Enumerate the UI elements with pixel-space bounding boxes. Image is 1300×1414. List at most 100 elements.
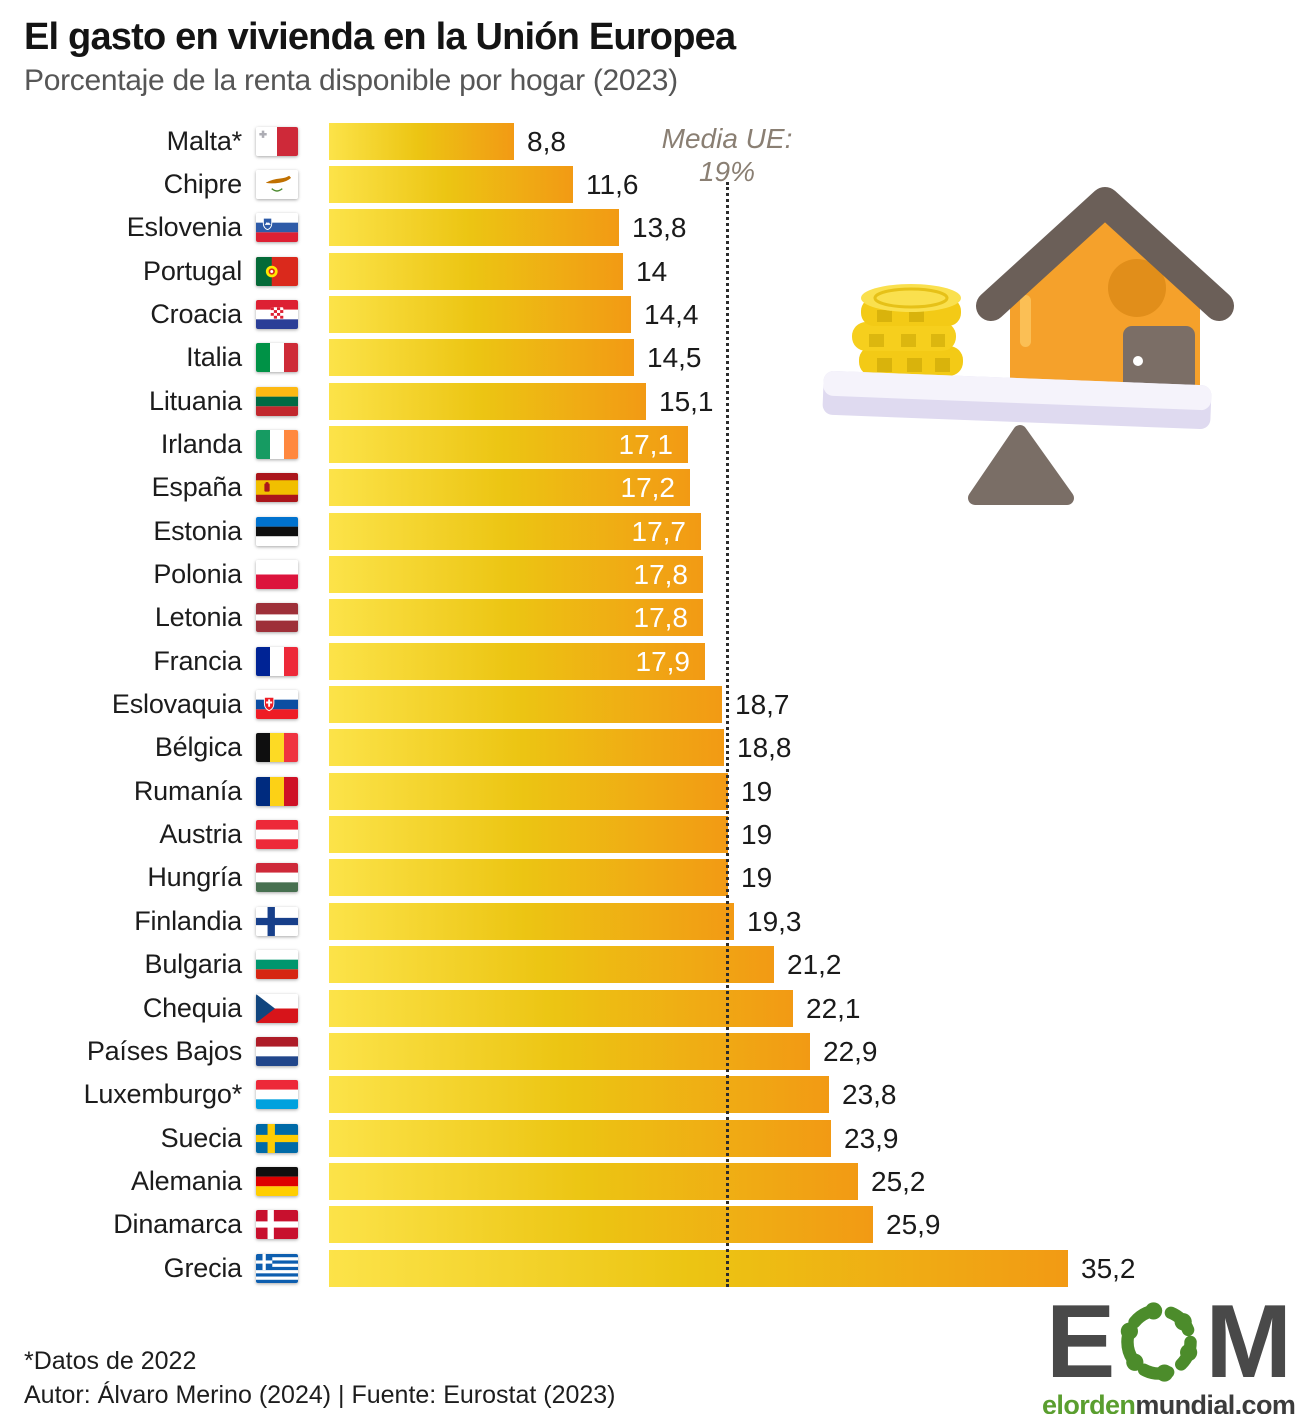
footnote-credit: Autor: Álvaro Merino (2024) | Fuente: Eu… [24, 1381, 616, 1409]
value-bar [329, 122, 514, 160]
france-flag-icon [256, 646, 298, 676]
page-subtitle: Porcentaje de la renta disponible por ho… [24, 64, 678, 97]
bar-row-cyprus: Chipre 11,6 [0, 165, 1300, 203]
value-label: 19 [741, 862, 773, 894]
house-icon [976, 187, 1234, 393]
germany-flag-icon [256, 1166, 298, 1196]
bulgaria-flag-icon [256, 950, 298, 980]
czechia-flag-icon [256, 993, 298, 1023]
country-label: Austria [159, 819, 242, 850]
bar-row-croatia: Croacia 14,4 [0, 295, 1300, 333]
eom-logo: E M elordenmundial.com [1042, 1290, 1296, 1414]
finland-flag-icon [256, 906, 298, 936]
country-label: Finlandia [134, 905, 242, 936]
value-label: 22,1 [806, 992, 861, 1024]
value-label: 17,1 [618, 428, 674, 460]
value-bar [329, 1076, 829, 1114]
country-label: Irlanda [160, 428, 242, 459]
country-label: Polonia [153, 559, 242, 589]
value-bar [329, 209, 619, 247]
value-label: 18,8 [737, 732, 792, 764]
country-label: Luxemburgo* [83, 1079, 243, 1110]
bar-row-sweden: Suecia 23,9 [0, 1119, 1300, 1157]
value-label: 19 [741, 819, 773, 851]
country-label: España [151, 472, 243, 503]
country-label: Letonia [154, 602, 242, 633]
country-label: Estonia [153, 515, 242, 546]
value-label: 19 [741, 775, 773, 807]
country-label: Bélgica [154, 732, 242, 763]
eom-site-green-part: elorden [1042, 1390, 1136, 1414]
value-label: 18,7 [735, 689, 790, 721]
fulcrum-triangle [968, 425, 1074, 505]
value-label: 17,8 [633, 602, 689, 634]
country-label: Croacia [150, 298, 242, 329]
bar-row-ireland: Irlanda 17,1 [0, 425, 1300, 463]
country-label: Grecia [163, 1252, 243, 1283]
bar-row-slovenia: Eslovenia 13,8 [0, 209, 1300, 247]
bar-row-malta: Malta* 8,8 [0, 122, 1300, 160]
hungary-flag-icon [256, 863, 298, 893]
bar-row-spain: España 17,2 [0, 469, 1300, 507]
country-label: Bulgaria [144, 949, 243, 980]
country-label: Eslovaquia [111, 689, 242, 720]
country-label: Portugal [143, 255, 242, 286]
poland-flag-icon [256, 560, 298, 589]
country-label: Países Bajos [86, 1035, 242, 1066]
value-bar [329, 252, 623, 290]
bar-row-lithuania: Lituania 15,1 [0, 382, 1300, 420]
luxembourg-flag-icon [256, 1080, 298, 1110]
bar-row-italy: Italia 14,5 [0, 339, 1300, 377]
lithuania-flag-icon [256, 386, 298, 416]
croatia-flag-icon [256, 299, 298, 329]
value-bar [329, 642, 705, 680]
bar-row-germany: Alemania 25,2 [0, 1162, 1300, 1200]
romania-flag-icon [256, 776, 298, 806]
value-label: 14 [636, 255, 668, 287]
portugal-flag-icon [256, 256, 298, 286]
value-bar [329, 556, 703, 593]
bar-row-czechia: Chequia 22,1 [0, 989, 1300, 1027]
value-label: 25,9 [886, 1209, 941, 1241]
cyprus-flag-icon [256, 169, 298, 199]
slovenia-flag-icon [256, 213, 298, 243]
value-bar [329, 686, 722, 724]
value-bar [329, 1119, 831, 1157]
bar-row-luxembourg: Luxemburgo* 23,8 [0, 1076, 1300, 1114]
value-bar [329, 512, 701, 550]
value-bar [329, 599, 703, 637]
value-label: 8,8 [527, 125, 566, 157]
value-bar [329, 946, 774, 984]
eom-site-dark-part: mundial.com [1135, 1390, 1296, 1414]
eom-logo-o-icon [1121, 1302, 1198, 1382]
sweden-flag-icon [256, 1123, 298, 1153]
balance-scale-illustration [822, 187, 1234, 505]
eu-average-label: Media UE: 19% [602, 122, 852, 188]
bar-row-denmark: Dinamarca 25,9 [0, 1206, 1300, 1244]
country-label: Italia [186, 342, 242, 373]
bar-row-austria: Austria 19 [0, 816, 1300, 854]
country-label: Hungría [147, 862, 242, 893]
value-label: 22,9 [823, 1035, 878, 1067]
value-label: 35,2 [1081, 1252, 1136, 1284]
value-label: 17,7 [631, 515, 687, 547]
value-bar [329, 425, 688, 463]
value-bar [329, 1032, 810, 1070]
austria-flag-icon [256, 820, 298, 850]
value-bar [329, 816, 728, 854]
bar-row-greece: Grecia 35,2 [0, 1249, 1300, 1287]
country-label: Dinamarca [113, 1209, 242, 1240]
eu-average-label-text: Media UE: [661, 123, 793, 154]
value-bar [329, 1206, 873, 1244]
country-label: Suecia [160, 1122, 243, 1153]
italy-flag-icon [256, 343, 298, 373]
value-label: 17,2 [620, 472, 676, 504]
value-bar [329, 295, 631, 333]
eom-logo-letters: E M [1042, 1290, 1294, 1394]
estonia-flag-icon [256, 516, 298, 546]
value-label: 13,8 [632, 212, 687, 244]
country-label: Chipre [163, 168, 243, 199]
value-label: 15,1 [659, 385, 714, 417]
